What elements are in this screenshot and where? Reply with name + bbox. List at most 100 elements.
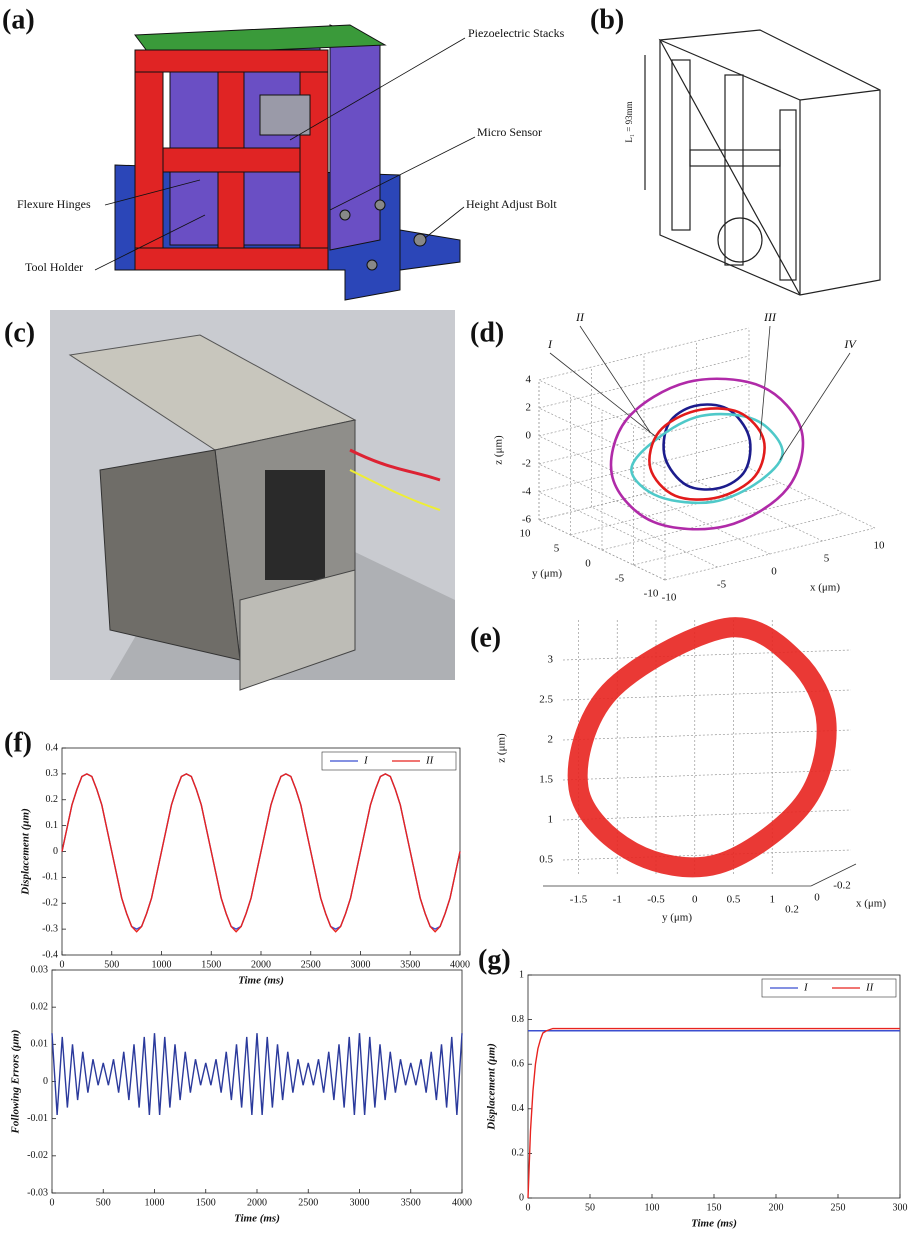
depth-tick-label: 0 [814, 892, 820, 904]
y-tick-label: 0.01 [31, 1039, 49, 1050]
panel-label: (a) [2, 4, 35, 35]
plot-frame [528, 975, 900, 1198]
y-tick-label: 2 [548, 734, 554, 746]
series-line [52, 1033, 462, 1115]
y-tick-label: -10 [644, 588, 659, 600]
x-tick-label: 300 [893, 1202, 908, 1213]
x-tick-label: 5 [824, 553, 830, 565]
x-tick-label: -5 [717, 579, 727, 591]
callout-line [550, 353, 660, 440]
y-tick-label: 1 [519, 969, 524, 980]
z-tick-label: -4 [522, 486, 532, 498]
depth-tick-label: 0.2 [785, 904, 799, 916]
z-axis-label: z (μm) [493, 435, 505, 465]
legend-label: II [425, 755, 435, 767]
x-tick-label: 500 [96, 1197, 111, 1208]
plot-frame [52, 970, 462, 1193]
legend-label: II [865, 982, 875, 994]
x-tick-label: 0 [526, 1202, 531, 1213]
y-axis-label: Following Errors (μm) [10, 1030, 22, 1135]
x-tick-label: 1500 [201, 959, 221, 970]
panel-label: (g) [478, 944, 511, 975]
x-tick-label: 0.5 [727, 894, 741, 906]
x-axis-label: y (μm) [662, 912, 692, 924]
y-tick-label: -0.2 [42, 898, 58, 909]
y-tick-label: 1.5 [539, 774, 553, 786]
z-tick-label: -6 [522, 514, 532, 526]
x-tick-label: 0 [50, 1197, 55, 1208]
x-tick-label: 2500 [298, 1197, 318, 1208]
grid-line [539, 380, 665, 440]
series-line [62, 774, 460, 932]
x-tick-label: -0.5 [647, 894, 665, 906]
x-axis-label: x (μm) [810, 582, 840, 594]
x-tick-label: 3500 [400, 959, 420, 970]
grid-line [592, 507, 718, 567]
y-tick-label: 0.3 [46, 768, 59, 779]
grid-line [665, 528, 875, 580]
y-tick-label: 2.5 [539, 694, 553, 706]
y-tick-label: -0.3 [42, 923, 58, 934]
y-tick-label: 0 [53, 846, 58, 857]
callout-line [580, 326, 650, 432]
x-axis-label: Time (ms) [238, 975, 284, 987]
series-label: III [763, 310, 777, 324]
y-tick-label: -0.02 [27, 1150, 48, 1161]
x-tick-label: 1000 [145, 1197, 165, 1208]
y-tick-label: 0.1 [46, 820, 59, 831]
trajectory [578, 627, 827, 867]
y-tick-label: 0.4 [512, 1103, 525, 1114]
panel-label: (d) [470, 317, 504, 348]
callout-line [780, 353, 850, 460]
panel-label: (e) [470, 622, 501, 653]
x-tick-label: 1000 [152, 959, 172, 970]
y-tick-label: -5 [615, 573, 625, 585]
y-tick-label: -0.1 [42, 872, 58, 883]
x-tick-label: 2500 [301, 959, 321, 970]
y-tick-label: 0 [585, 558, 591, 570]
callout: Piezoelectric Stacks [468, 26, 565, 40]
x-tick-label: 3500 [401, 1197, 421, 1208]
x-tick-label: -10 [662, 592, 677, 604]
callout: Flexure Hinges [17, 197, 91, 211]
y-tick-label: 10 [520, 528, 532, 540]
z-tick-label: 0 [526, 430, 532, 442]
x-tick-label: 1500 [196, 1197, 216, 1208]
panel-label: (c) [4, 317, 35, 348]
panel-label: (f) [4, 727, 32, 758]
x-tick-label: 500 [104, 959, 119, 970]
y-tick-label: 1 [548, 814, 554, 826]
z-tick-label: 2 [526, 402, 532, 414]
photo [50, 310, 455, 690]
y-tick-label: 0.8 [512, 1014, 525, 1025]
x-axis-label: Time (ms) [234, 1213, 280, 1225]
series-label: I [547, 337, 553, 351]
y-tick-label: 5 [554, 543, 560, 555]
y-tick-label: 0.5 [539, 854, 553, 866]
dimension-label: L₁ = 93mm [624, 101, 634, 142]
y-tick-label: 0.02 [31, 1001, 49, 1012]
x-tick-label: 3000 [350, 1197, 370, 1208]
y-tick-label: -0.03 [27, 1187, 48, 1198]
x-tick-label: 150 [707, 1202, 722, 1213]
x-axis-label: Time (ms) [691, 1218, 737, 1230]
depth-axis-label: x (μm) [856, 898, 886, 910]
x-tick-label: 2000 [251, 959, 271, 970]
grid-line [563, 730, 851, 740]
x-tick-label: 100 [645, 1202, 660, 1213]
x-tick-label: 3000 [351, 959, 371, 970]
x-tick-label: 4000 [452, 1197, 472, 1208]
y-tick-label: 0.6 [512, 1058, 525, 1069]
x-tick-label: 2000 [247, 1197, 267, 1208]
z-tick-label: -2 [522, 458, 531, 470]
x-tick-label: 4000 [450, 959, 470, 970]
figure: (a)(b)(c)(d)(e)(f)(g)Piezoelectric Stack… [0, 0, 909, 1241]
series-label: IV [843, 337, 857, 351]
series-label: II [575, 310, 585, 324]
x-tick-label: -1 [613, 894, 622, 906]
callout: Tool Holder [25, 260, 83, 274]
x-tick-label: 10 [874, 540, 886, 552]
y-tick-label: 0 [43, 1076, 48, 1087]
x-tick-label: 0 [692, 894, 698, 906]
y-axis-label: z (μm) [496, 733, 508, 763]
